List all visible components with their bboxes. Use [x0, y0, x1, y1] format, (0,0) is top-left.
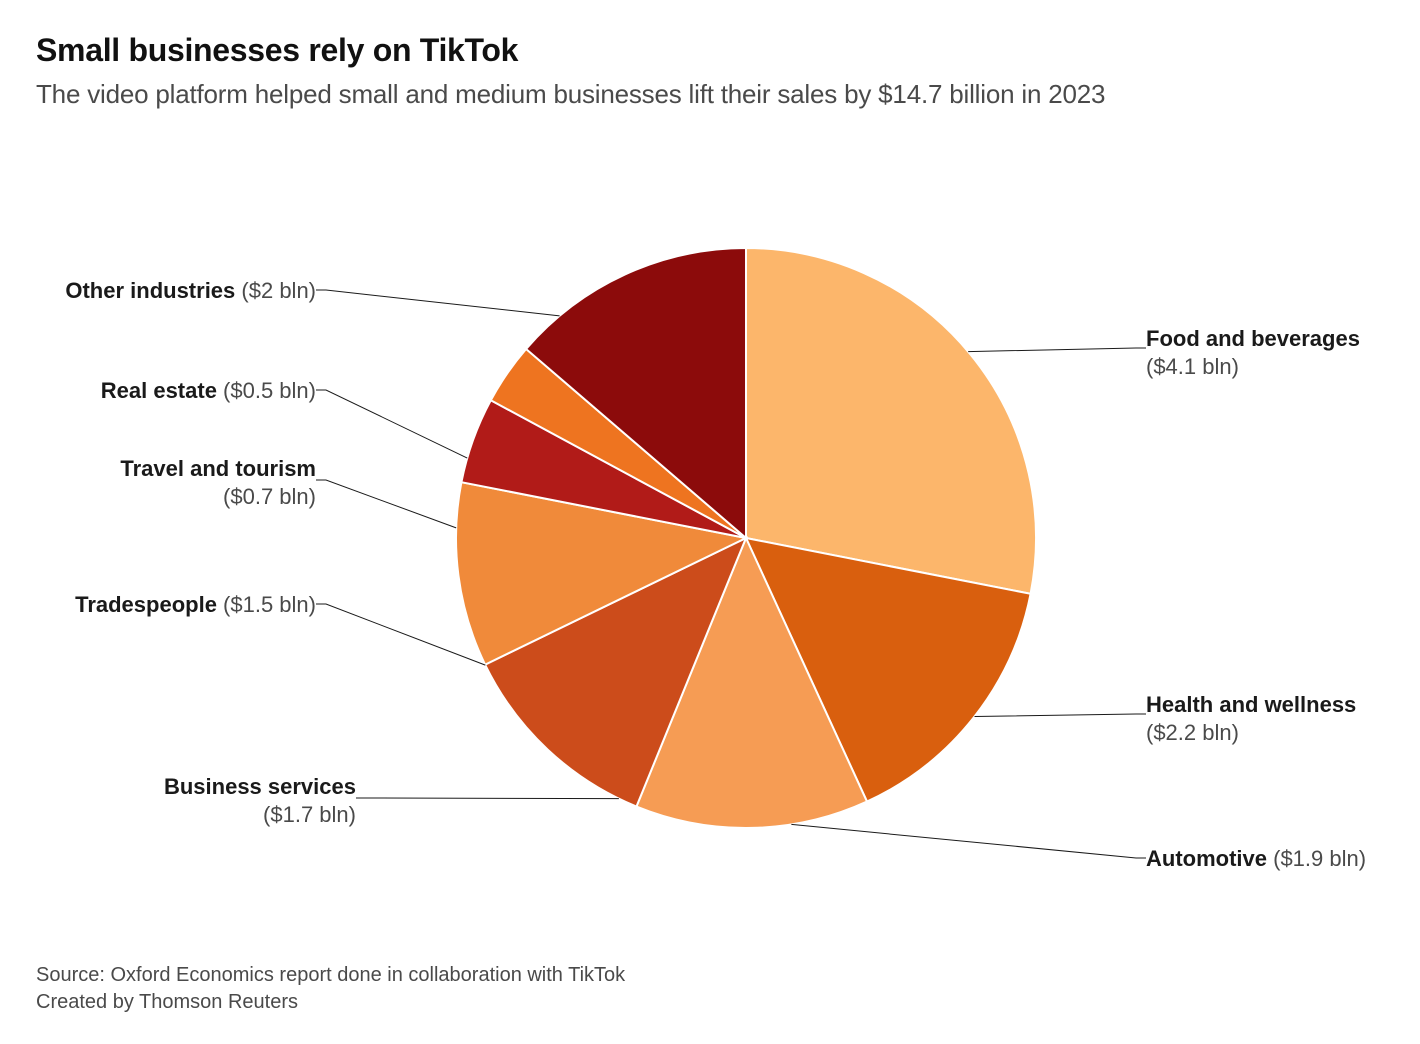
- page: Small businesses rely on TikTok The vide…: [0, 0, 1420, 1044]
- slice-label: Travel and tourism($0.7 bln): [120, 456, 316, 509]
- slice-label: Tradespeople ($1.5 bln): [75, 592, 316, 617]
- leader-line: [316, 480, 456, 528]
- pie-chart-svg: Food and beverages($4.1 bln) Health and w…: [36, 118, 1384, 918]
- leader-line: [316, 390, 467, 458]
- source-line: Source: Oxford Economics report done in …: [36, 962, 625, 989]
- chart-footer: Source: Oxford Economics report done in …: [36, 962, 625, 1016]
- leader-line: [356, 798, 619, 799]
- leader-line: [316, 290, 560, 316]
- leader-line: [316, 604, 485, 665]
- credit-line: Created by Thomson Reuters: [36, 989, 625, 1016]
- chart-subtitle: The video platform helped small and medi…: [36, 79, 1384, 110]
- chart-title: Small businesses rely on TikTok: [36, 32, 1384, 69]
- slice-label: Real estate ($0.5 bln): [101, 378, 316, 403]
- leader-line: [791, 824, 1146, 858]
- pie-slice: [746, 248, 1036, 594]
- leader-line: [975, 714, 1146, 717]
- slice-label: Automotive ($1.9 bln): [1146, 846, 1366, 871]
- slice-label: Other industries ($2 bln): [65, 278, 316, 303]
- slice-label: Health and wellness($2.2 bln): [1146, 692, 1356, 745]
- slice-label: Food and beverages($4.1 bln): [1146, 326, 1360, 379]
- leader-line: [968, 348, 1146, 352]
- pie-chart: Food and beverages($4.1 bln) Health and w…: [36, 118, 1384, 918]
- slice-label: Business services($1.7 bln): [164, 774, 356, 827]
